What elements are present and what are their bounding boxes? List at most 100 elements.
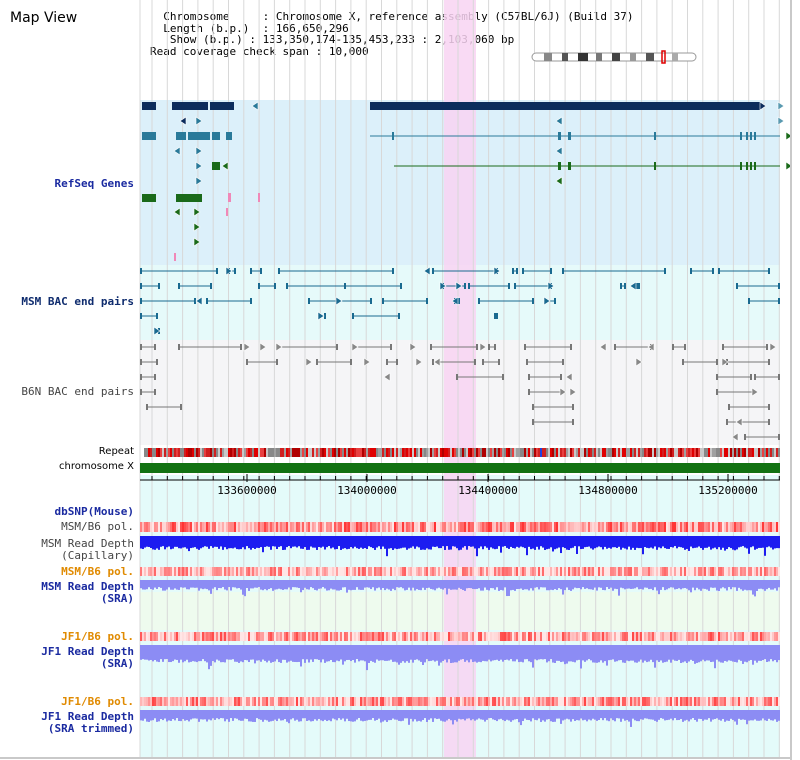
depth-bar [338,536,340,547]
depth-bar [422,710,424,720]
depth-bar [650,710,652,720]
pol-segment [702,567,704,576]
depth-bar [402,580,404,589]
msm-read-depth-sra-label[interactable]: MSM Read Depth (SRA) [41,581,134,605]
pol-segment [274,632,276,641]
pol-segment [322,632,324,641]
pol-segment [594,697,596,706]
depth-bar [430,710,432,719]
b6n-bac-label[interactable]: B6N BAC end pairs [21,385,134,398]
depth-bar [498,580,500,591]
pol-segment [232,567,234,576]
depth-bar [232,645,234,660]
msm-b6-pol-track-2[interactable] [140,567,780,576]
pol-segment [300,697,302,706]
refseq-genes-label[interactable]: RefSeq Genes [54,177,134,190]
pol-segment [602,567,604,576]
depth-bar [532,536,534,549]
pol-segment [172,567,174,576]
pol-segment [256,567,258,576]
depth-bar [722,645,724,663]
pol-segment [278,522,280,532]
repeat-segment [584,448,586,457]
depth-bar [156,710,158,722]
refseq-genes-track[interactable] [142,101,790,261]
repeat-segment [180,448,182,457]
label-line: MSM Read Depth [41,580,134,593]
jf1-read-depth-sra-label[interactable]: JF1 Read Depth (SRA) [41,646,134,670]
repeat-segment [292,448,294,457]
repeat-segment [466,448,468,457]
pol-segment [446,522,448,532]
depth-bar [778,580,780,588]
dbsnp-label[interactable]: dbSNP(Mouse) [54,505,134,518]
pol-segment [334,522,336,532]
depth-bar [246,710,248,719]
depth-bar [290,710,292,720]
pol-segment [242,697,244,706]
pol-segment [508,697,510,706]
depth-bar [446,710,448,721]
jf1-b6-pol-label-1[interactable]: JF1/B6 pol. [61,630,134,643]
depth-bar [154,710,156,719]
repeat-segment [442,448,444,457]
depth-bar [366,580,368,588]
depth-bar [498,710,500,720]
depth-bar [668,536,670,549]
jf1-b6-pol-track-2[interactable] [140,697,780,706]
pol-segment [672,697,674,706]
bac-strand-arrow [721,357,729,367]
pol-segment [336,697,338,706]
depth-bar [278,645,280,663]
msm-bac-label[interactable]: MSM BAC end pairs [21,295,134,308]
repeat-segment [254,448,256,457]
depth-bar [450,580,452,590]
chromosome-bar[interactable] [140,463,780,473]
pol-segment [724,522,726,532]
pol-segment [210,567,212,576]
pol-segment [180,697,182,706]
msm-read-depth-capillary-label[interactable]: MSM Read Depth (Capillary) [41,538,134,562]
depth-bar [288,645,290,662]
depth-bar [628,645,630,662]
length-value: 166,650,296 [275,21,349,35]
pol-segment [446,567,448,576]
depth-bar [352,710,354,722]
jf1-b6-pol-label-2[interactable]: JF1/B6 pol. [61,695,134,708]
msm-b6-pol-label-2[interactable]: MSM/B6 pol. [61,565,134,578]
strand-arrow [221,161,229,171]
repeat-track[interactable] [144,448,780,457]
depth-bar [486,710,488,720]
jf1-read-depth-trimmed-label[interactable]: JF1 Read Depth (SRA trimmed) [41,711,134,735]
depth-bar [644,645,646,661]
msm-read-depth-sra-track[interactable] [140,580,780,597]
jf1-b6-pol-track-1[interactable] [140,632,780,641]
pol-segment [596,567,598,576]
depth-bar [308,580,310,590]
b6n-bac-end-pairs-track[interactable] [140,342,780,442]
pol-segment [720,632,722,641]
msm-read-depth-capillary-track[interactable] [140,536,780,557]
chromosome-ideogram[interactable] [531,50,697,64]
depth-bar [606,645,608,666]
jf1-read-depth-sra-track[interactable] [140,645,780,671]
repeat-segment [554,448,556,457]
depth-bar [274,536,276,547]
pol-segment [736,522,738,532]
depth-bar [730,645,732,661]
selected-region-highlight[interactable] [444,0,476,757]
bac-end [744,434,746,440]
pol-segment [360,697,362,706]
pol-segment [536,522,538,532]
depth-bar [440,580,442,589]
depth-bar [566,710,568,719]
pol-segment [728,697,730,706]
repeat-segment [626,448,628,457]
jf1-read-depth-trimmed-track[interactable] [140,710,780,727]
msm-bac-end-pairs-track[interactable] [140,266,780,336]
pol-segment [524,567,526,576]
msm-b6-pol-track-1[interactable] [140,522,780,532]
msm-b6-pol-label-1[interactable]: MSM/B6 pol. [61,520,134,533]
repeat-segment [580,448,582,457]
